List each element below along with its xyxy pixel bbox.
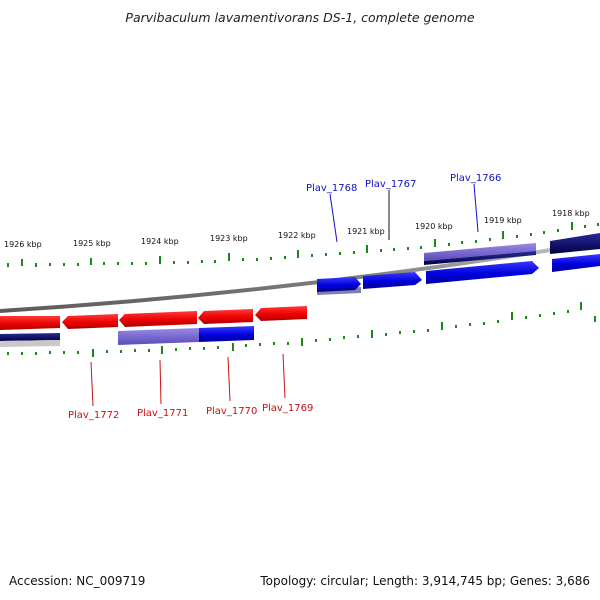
upper-scale-track xyxy=(7,222,599,267)
leader-line xyxy=(329,193,338,243)
accession-text: Accession: NC_009719 xyxy=(9,574,146,588)
kbp-label: 1923 kbp xyxy=(210,234,248,243)
gene-arrow-plav-1769[interactable] xyxy=(255,306,307,321)
lower-feature-bars xyxy=(0,326,254,347)
kbp-label: 1926 kbp xyxy=(4,240,42,249)
upper-feature-bars xyxy=(424,233,600,265)
gene-label-plav-1770[interactable]: Plav_1770 xyxy=(206,406,257,417)
leader-line xyxy=(227,356,231,402)
kbp-label: 1919 kbp xyxy=(484,216,522,225)
kbp-label: 1922 kbp xyxy=(278,231,316,240)
genome-stats-text: Topology: circular; Length: 3,914,745 bp… xyxy=(260,574,590,588)
kbp-label: 1918 kbp xyxy=(552,209,590,218)
leader-line xyxy=(159,359,162,405)
kbp-label: 1920 kbp xyxy=(415,222,453,231)
lower-scale-track xyxy=(7,302,596,357)
gene-label-plav-1771[interactable]: Plav_1771 xyxy=(137,408,188,419)
map-title: Parvibaculum lavamentivorans DS-1, compl… xyxy=(125,10,475,25)
gene-arrow-next[interactable] xyxy=(552,254,600,272)
kbp-label: 1924 kbp xyxy=(141,237,179,246)
kbp-label: 1925 kbp xyxy=(73,239,111,248)
kbp-label: 1921 kbp xyxy=(347,227,385,236)
genome-backbone xyxy=(0,240,600,313)
leader-line xyxy=(282,353,286,399)
gene-label-plav-1769[interactable]: Plav_1769 xyxy=(262,403,313,414)
gene-arrow-plav-1770[interactable] xyxy=(198,309,253,324)
leader-line xyxy=(473,183,479,233)
gene-label-plav-1766[interactable]: Plav_1766 xyxy=(450,173,501,184)
gene-label-plav-1772[interactable]: Plav_1772 xyxy=(68,410,119,421)
gene-arrow-plav-1771b[interactable] xyxy=(62,314,118,329)
gene-label-plav-1767[interactable]: Plav_1767 xyxy=(365,179,416,190)
gene-arrow-plav-1772[interactable] xyxy=(0,316,60,330)
reverse-genes[interactable] xyxy=(0,306,307,330)
gene-label-plav-1768[interactable]: Plav_1768 xyxy=(306,183,357,194)
gene-arrow-plav-1767[interactable] xyxy=(363,272,422,289)
gene-arrow-plav-1771[interactable] xyxy=(119,311,197,327)
leader-line xyxy=(90,361,94,407)
gene-arrow-plav-1766[interactable] xyxy=(426,261,539,284)
forward-genes[interactable] xyxy=(317,254,600,295)
